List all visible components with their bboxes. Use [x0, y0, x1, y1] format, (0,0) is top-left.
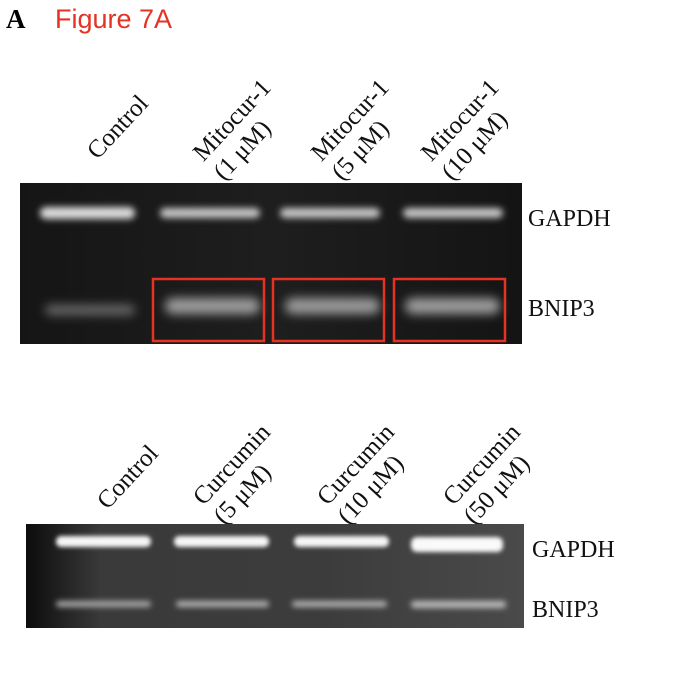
lane-label-line1: Control: [82, 90, 154, 165]
gapdh-band: [40, 207, 135, 219]
highlight-box: [151, 277, 266, 343]
gapdh-band: [160, 208, 260, 218]
gel-blot-curcumin: [26, 524, 524, 628]
gel-blot-mitocur: [20, 183, 522, 344]
gel2-lane-label-control: Control: [92, 440, 165, 515]
bnip3-band: [405, 298, 500, 314]
gel-image-mitocur: [20, 183, 522, 344]
gel1-lane-label-mitocur-5um: Mitocur-1 (5 μM): [306, 74, 416, 186]
bnip3-band: [176, 601, 269, 607]
bnip3-band: [411, 601, 506, 608]
bnip3-band: [56, 601, 151, 607]
lane-label-line1: Control: [92, 440, 164, 515]
gapdh-band: [411, 537, 503, 552]
gel2-lane-label-curcumin-5um: Curcumin (5 μM): [188, 419, 297, 530]
bnip3-band: [165, 298, 260, 314]
gapdh-band: [294, 536, 389, 547]
bnip3-band: [292, 601, 387, 607]
gel1-lane-label-mitocur-10um: Mitocur-1 (10 μM): [416, 74, 526, 186]
gapdh-band: [280, 208, 380, 218]
gapdh-band: [174, 536, 269, 547]
gel1-lane-label-control: Control: [82, 90, 155, 165]
gel1-band-label-bnip3: BNIP3: [528, 296, 595, 322]
gapdh-band: [403, 208, 503, 218]
gel1-band-label-gapdh: GAPDH: [528, 206, 611, 232]
gel1-lane-label-mitocur-1um: Mitocur-1 (1 μM): [188, 74, 298, 186]
gapdh-band: [56, 536, 151, 547]
figure-title: Figure 7A: [55, 4, 173, 34]
gel2-lane-label-curcumin-50um: Curcumin (50 μM): [438, 419, 547, 530]
gel2-band-label-gapdh: GAPDH: [532, 537, 615, 563]
bnip3-band: [45, 305, 135, 315]
highlight-box: [271, 277, 386, 343]
gel-image-curcumin: [26, 524, 524, 628]
bnip3-band: [285, 298, 380, 314]
panel-letter: A: [6, 4, 26, 34]
gel2-band-label-bnip3: BNIP3: [532, 597, 599, 623]
highlight-box: [392, 277, 507, 343]
gel2-lane-label-curcumin-10um: Curcumin (10 μM): [312, 419, 421, 530]
